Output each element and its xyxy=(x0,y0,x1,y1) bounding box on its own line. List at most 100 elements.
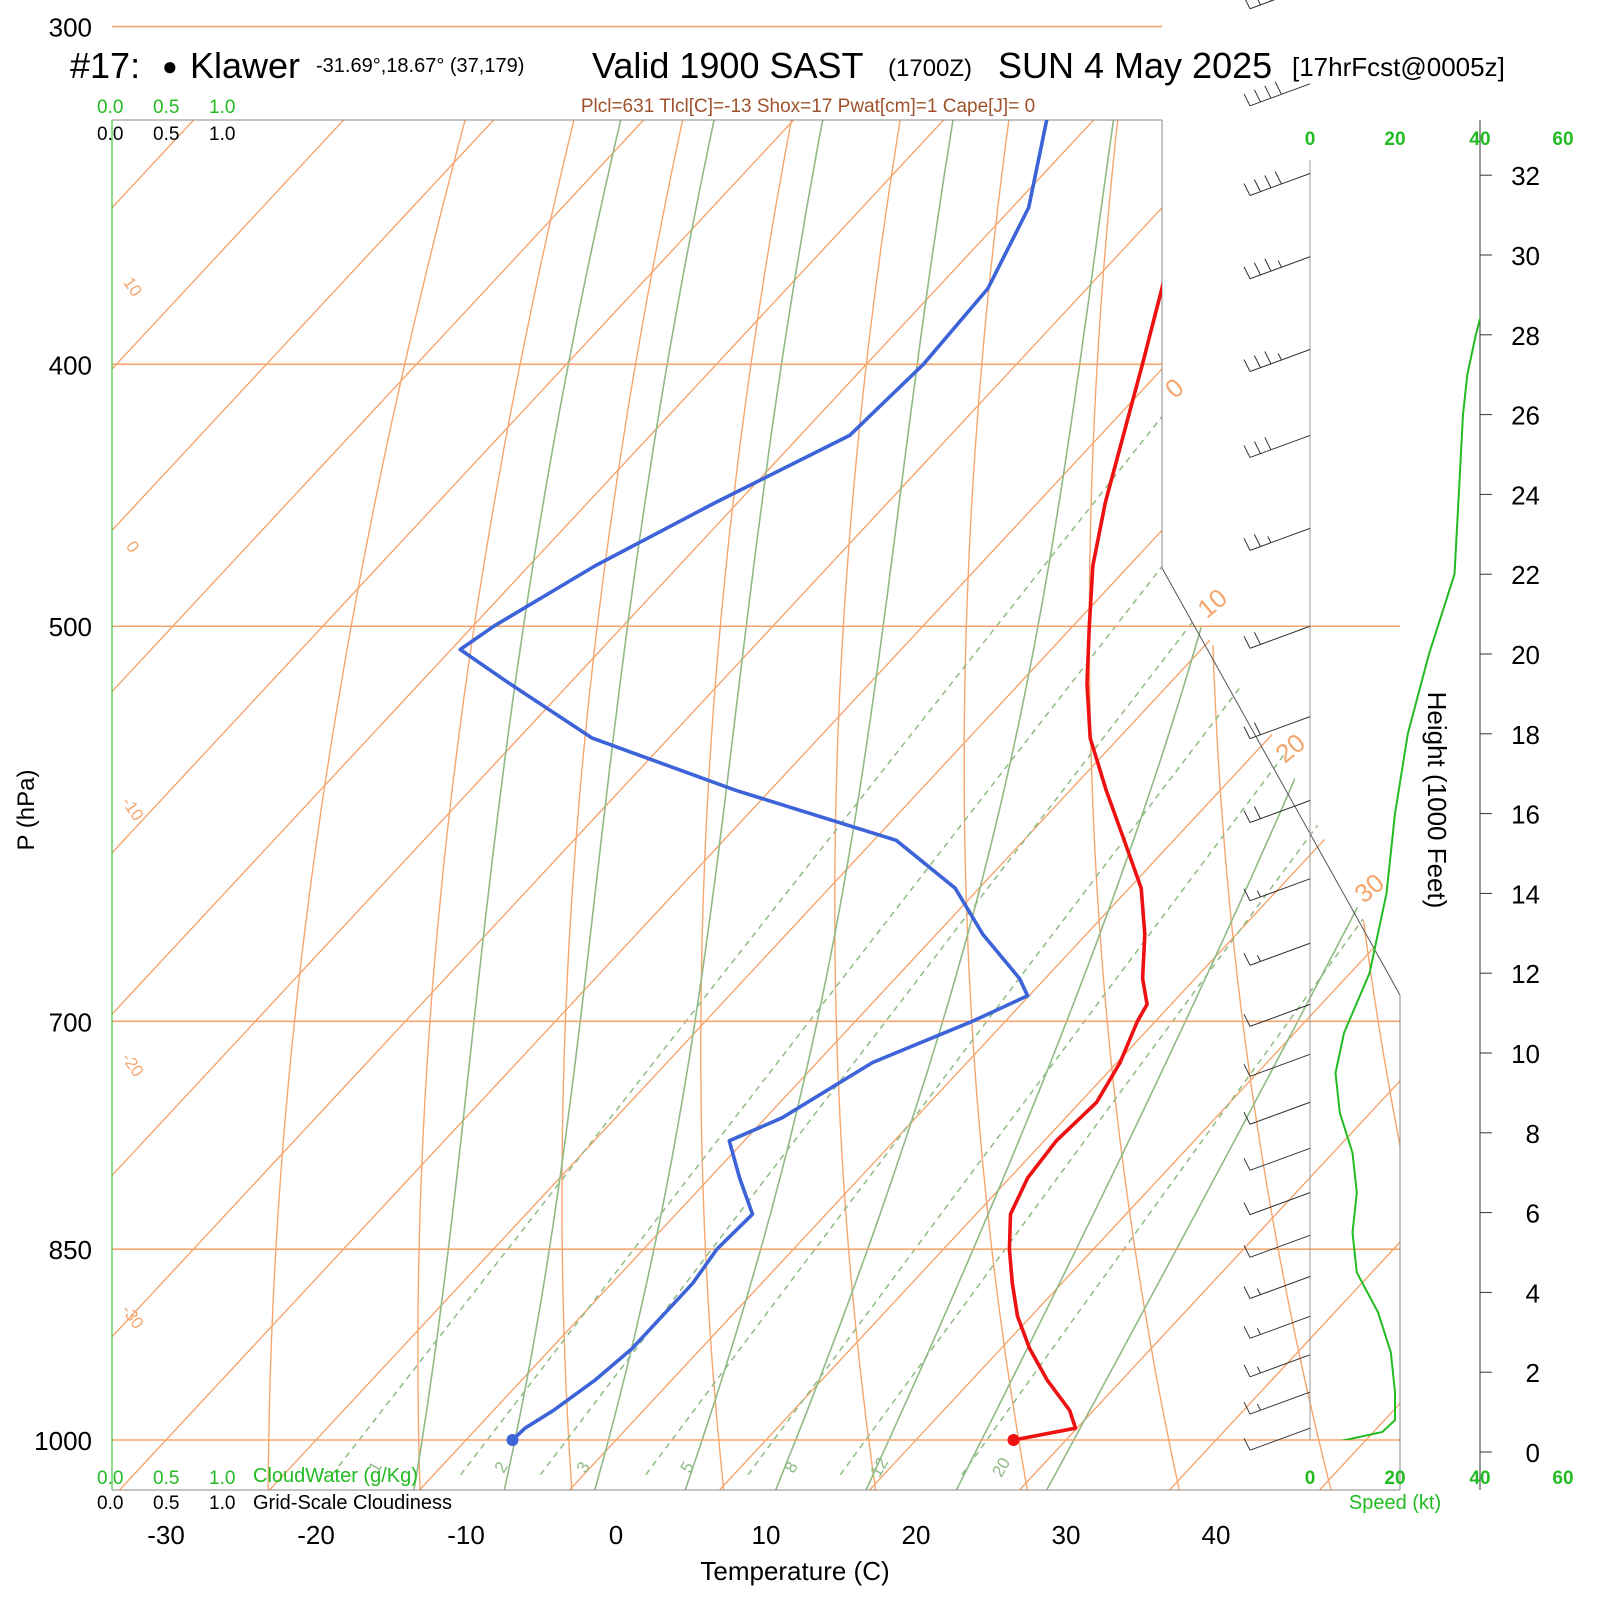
wind-barb-feather xyxy=(1243,726,1251,739)
wind-barb-feather xyxy=(1264,85,1272,99)
wind-barb-staff xyxy=(1249,527,1311,551)
wind-barb-feather xyxy=(1243,810,1251,823)
sounding-parameters: Plcl=631 Tlcl[C]=-13 Shox=17 Pwat[cm]=1 … xyxy=(581,96,1035,117)
height-tick-label: 32 xyxy=(1511,161,1540,191)
wind-barb-staff xyxy=(1249,1276,1311,1299)
plot-frame xyxy=(111,119,1481,1491)
wind-barb xyxy=(1243,1315,1311,1339)
cloudwater-axis-label: CloudWater (g/Kg) xyxy=(253,1465,418,1487)
dry-adiabat-line xyxy=(700,120,871,1490)
speed-tick-top-2: 40 xyxy=(1469,129,1490,150)
height-tick-label: 0 xyxy=(1526,1438,1540,1468)
mixing-ratio-line xyxy=(460,363,1321,1476)
wind-barb-feather xyxy=(1243,1064,1251,1077)
temperature-line-surface-marker xyxy=(1007,1434,1020,1446)
isotherm-edge-label: -30 xyxy=(118,1301,148,1332)
pressure-tick-label: 300 xyxy=(49,13,92,43)
wind-barb xyxy=(1243,1192,1311,1216)
wind-barb xyxy=(1243,800,1311,823)
wind-barb xyxy=(1243,1234,1311,1258)
x-tick-label: -30 xyxy=(147,1520,185,1550)
speed-tick-bottom-1: 20 xyxy=(1384,1468,1405,1489)
wind-barb-feather xyxy=(1264,351,1272,364)
wind-barb xyxy=(1243,716,1311,740)
wind-barb xyxy=(1243,81,1311,107)
wind-barb-half-feather xyxy=(1256,955,1261,962)
wind-barb-feather xyxy=(1243,266,1251,279)
wind-barb-feather xyxy=(1243,1286,1251,1299)
isotherm-line xyxy=(112,120,1125,1490)
dry-adiabat-line xyxy=(561,120,771,1490)
isotherm-line xyxy=(112,120,1400,1490)
isotherm-line xyxy=(112,120,1275,1490)
dry-adiabat-line xyxy=(1088,120,1182,1490)
wind-barb-feather xyxy=(1243,1014,1251,1027)
speed-axis-label: Speed (kt) xyxy=(1349,1492,1441,1514)
forecast-date: SUN 4 May 2025 xyxy=(998,45,1272,86)
wind-barb-feather xyxy=(1243,1158,1251,1171)
wind-barb xyxy=(1245,0,1276,10)
grid-lines xyxy=(112,0,1600,1497)
cloudiness-tick-top-2: 1.0 xyxy=(209,124,235,145)
height-tick-label: 2 xyxy=(1526,1358,1540,1388)
wind-barb-feather xyxy=(1243,1364,1251,1378)
wind-barb-feather xyxy=(1243,445,1251,458)
height-tick-label: 6 xyxy=(1526,1199,1540,1229)
wind-barb-staff xyxy=(1249,256,1311,280)
wind-barb-staff xyxy=(1249,1427,1311,1451)
height-tick-label: 10 xyxy=(1511,1039,1540,1069)
wind-speed-profile xyxy=(1334,315,1480,1440)
wind-barb xyxy=(1243,434,1311,458)
wind-barb-feather xyxy=(1243,1401,1251,1415)
wind-barb xyxy=(1243,1101,1311,1125)
cloudiness-tick-bottom-2: 1.0 xyxy=(209,1493,235,1514)
wind-barb-feather xyxy=(1253,355,1261,368)
speed-tick-top-1: 20 xyxy=(1384,129,1405,150)
mixing-ratio-line xyxy=(839,363,1400,1476)
wind-barb-staff xyxy=(1249,878,1311,902)
wind-barb-staff xyxy=(1249,1234,1311,1258)
isotherm-line xyxy=(412,120,1400,1490)
cloudwater-tick-bottom-0: 0.0 xyxy=(97,1468,123,1489)
wind-barb-staff xyxy=(1249,1101,1311,1125)
wind-speed-line xyxy=(1334,315,1480,1440)
cloudiness-tick-top-0: 0.0 xyxy=(97,124,123,145)
cloudwater-tick-top-2: 1.0 xyxy=(209,97,235,118)
wind-barb xyxy=(1243,1391,1311,1415)
wind-barb-feather xyxy=(1243,1202,1251,1215)
height-tick-label: 26 xyxy=(1511,401,1540,431)
isotherm-line xyxy=(262,120,1400,1490)
cloudwater-tick-bottom-2: 1.0 xyxy=(209,1468,235,1489)
dry-adiabat-line xyxy=(963,120,1070,1490)
isotherm-line xyxy=(862,120,1400,1490)
wind-barb-feather xyxy=(1253,262,1261,275)
wind-barb xyxy=(1243,349,1311,372)
height-tick-label: 28 xyxy=(1511,321,1540,351)
forecast-info: [17hrFcst@0005z] xyxy=(1292,52,1505,82)
wind-barb-half-feather xyxy=(1256,1288,1261,1295)
wind-barb xyxy=(1243,1053,1311,1077)
wind-barb-feather xyxy=(1253,179,1261,192)
moist-adiabat-line xyxy=(501,120,802,1490)
wind-barb-feather xyxy=(1243,93,1251,107)
wind-barb-staff xyxy=(1249,434,1311,458)
x-axis-title: Temperature (C) xyxy=(700,1556,889,1586)
wind-barb xyxy=(1243,1276,1311,1299)
moist-adiabat-line xyxy=(411,120,716,1490)
wind-barb-feather xyxy=(1243,636,1251,649)
wind-barb-feather xyxy=(1253,632,1261,645)
x-tick-label: 30 xyxy=(1052,1520,1081,1550)
height-tick-label: 8 xyxy=(1526,1119,1540,1149)
wind-barb-half-feather xyxy=(1256,890,1261,898)
cloudwater-tick-top-0: 0.0 xyxy=(97,97,123,118)
wind-barb-staff xyxy=(1249,1053,1311,1077)
wind-barb-feather xyxy=(1245,0,1251,9)
dry-adiabat-line xyxy=(1553,0,1600,1497)
wind-barb xyxy=(1243,625,1311,649)
moist-adiabat-line xyxy=(771,120,1172,1490)
moist-adiabat-line xyxy=(681,120,1022,1490)
wind-barb-feather xyxy=(1243,359,1251,372)
wind-barb-staff xyxy=(1249,349,1311,372)
isotherm-line xyxy=(112,120,975,1490)
